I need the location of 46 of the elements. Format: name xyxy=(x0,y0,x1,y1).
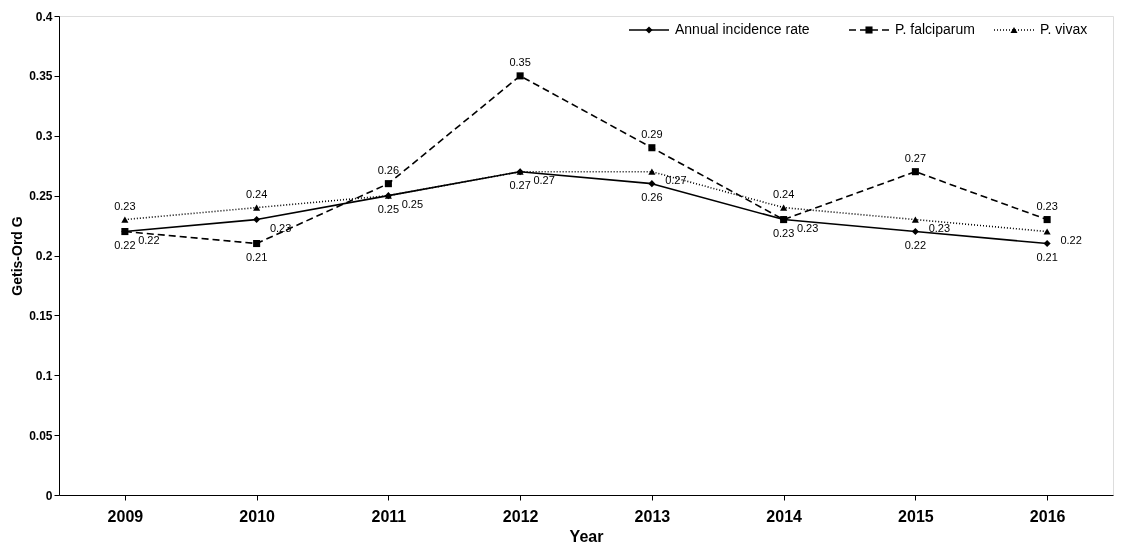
data-label: 0.27 xyxy=(665,173,687,186)
data-label: 0.22 xyxy=(1060,233,1082,246)
data-label: 0.23 xyxy=(796,221,819,234)
x-tick-label: 2013 xyxy=(634,507,671,525)
data-label: 0.23 xyxy=(928,221,951,234)
x-tick-label: 2016 xyxy=(1029,507,1066,525)
data-label: 0.25 xyxy=(401,197,424,210)
data-label: 0.35 xyxy=(509,55,531,68)
data-label: 0.29 xyxy=(641,127,663,140)
y-tick-label: 0.4 xyxy=(35,9,53,24)
x-tick-label: 2010 xyxy=(239,507,276,525)
x-tick-label: 2012 xyxy=(502,507,539,525)
data-label: 0.23 xyxy=(114,199,136,212)
data-label: 0.26 xyxy=(641,190,663,203)
data-label: 0.24 xyxy=(245,187,268,200)
data-label: 0.27 xyxy=(533,173,555,186)
data-label: 0.27 xyxy=(509,178,531,191)
data-label: 0.23 xyxy=(1036,199,1058,212)
data-label: 0.21 xyxy=(245,250,268,263)
y-tick-label: 0.15 xyxy=(29,308,53,323)
data-label: 0.23 xyxy=(269,221,292,234)
x-tick-label: 2015 xyxy=(898,507,934,525)
data-label: 0.26 xyxy=(377,163,400,176)
legend-label: Annual incidence rate xyxy=(675,21,810,37)
data-label: 0.24 xyxy=(772,187,795,200)
x-tick-label: 2014 xyxy=(766,507,803,525)
data-label: 0.23 xyxy=(772,226,795,239)
data-label: 0.22 xyxy=(114,238,136,251)
y-tick-label: 0.1 xyxy=(35,368,53,383)
y-tick-label: 0 xyxy=(45,488,53,503)
y-tick-label: 0.05 xyxy=(29,428,53,443)
data-label: 0.27 xyxy=(904,151,927,164)
y-tick-label: 0.35 xyxy=(29,69,53,84)
data-label: 0.22 xyxy=(138,233,160,246)
data-label: 0.21 xyxy=(1036,250,1058,263)
y-tick-label: 0.3 xyxy=(35,129,53,144)
x-tick-label: 2011 xyxy=(371,507,407,525)
legend-label: P. falciparum xyxy=(895,21,975,37)
y-tick-label: 0.2 xyxy=(35,249,53,263)
x-tick-label: 2009 xyxy=(107,507,144,525)
y-tick-label: 0.25 xyxy=(29,189,53,204)
data-label: 0.22 xyxy=(904,238,927,251)
data-label: 0.25 xyxy=(377,202,400,215)
y-axis-title: Getis-Ord G xyxy=(9,216,26,296)
legend-label: P. vivax xyxy=(1040,21,1088,37)
x-axis-title: Year xyxy=(569,527,604,545)
